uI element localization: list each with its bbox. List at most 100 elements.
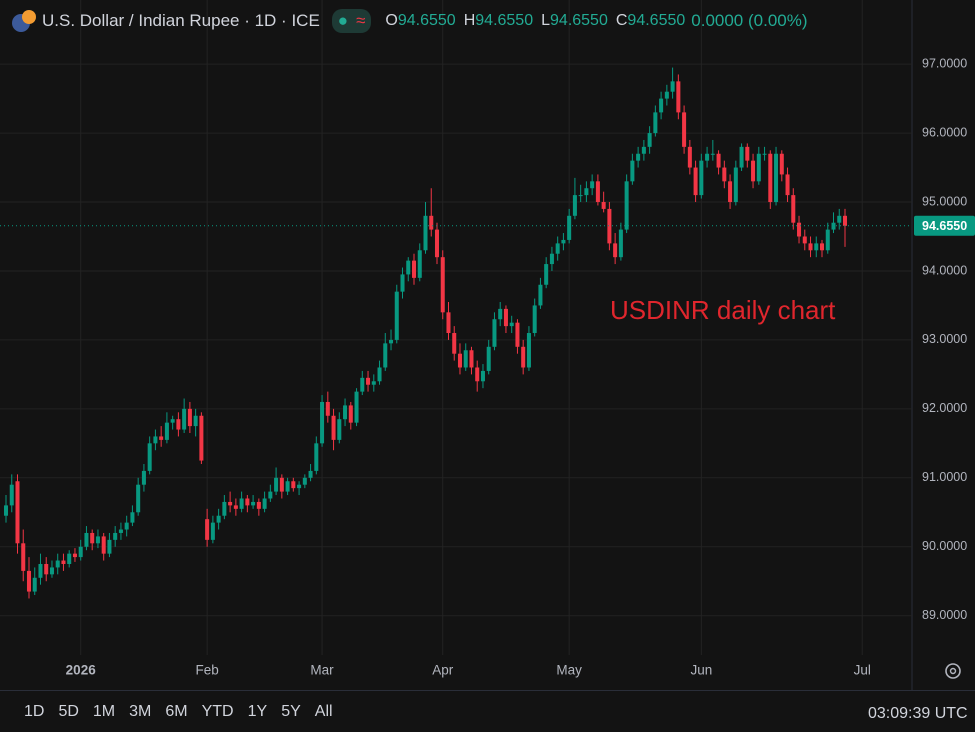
candle-body <box>549 253 554 265</box>
candle-body <box>774 153 779 203</box>
candle-body <box>434 229 440 258</box>
candle-body <box>572 195 577 216</box>
x-tick-label: May <box>556 663 582 678</box>
y-tick-label: 90.0000 <box>922 539 967 553</box>
stat: O94.6550 <box>385 12 455 30</box>
x-tick-label: 2026 <box>66 663 97 678</box>
clock[interactable]: 03:09:39 UTC <box>868 705 968 722</box>
y-tick-label: 97.0000 <box>922 56 967 70</box>
candle-body <box>837 215 842 223</box>
candle-body <box>503 308 508 327</box>
candle-body <box>457 353 462 368</box>
candle-body <box>509 322 514 327</box>
candle-body <box>176 419 181 430</box>
range-button[interactable]: All <box>314 703 333 720</box>
candle-body <box>291 481 296 489</box>
bottom-toolbar: 1D 5D 1M 3M 6M YTD 1Y 5Y All 03:09:39 UTC <box>0 690 975 732</box>
candle-body <box>756 153 761 182</box>
candle-body <box>164 422 169 440</box>
candle-body <box>314 443 319 471</box>
candle-body <box>130 512 135 523</box>
range-button[interactable]: YTD <box>201 703 234 720</box>
candle-body <box>38 563 43 578</box>
candle-body <box>526 333 531 368</box>
settings-icon[interactable] <box>945 663 961 679</box>
candle-body <box>394 291 399 340</box>
candle-body <box>446 312 451 334</box>
y-tick-label: 94.0000 <box>922 263 967 277</box>
stat: C94.6550 <box>616 12 685 30</box>
candle-body <box>383 343 388 368</box>
candle-body <box>239 498 244 509</box>
candle-body <box>210 522 215 540</box>
candle-body <box>124 522 129 530</box>
range-button[interactable]: 5D <box>58 703 79 720</box>
x-tick-label: Jun <box>690 663 712 678</box>
x-tick-label: Jul <box>854 663 871 678</box>
candle-body <box>498 308 503 320</box>
symbol-title[interactable]: U.S. Dollar / Indian Rupee · 1D · ICE <box>42 11 320 30</box>
symbol-logo <box>12 10 36 32</box>
candle-body <box>791 195 796 223</box>
candle-body <box>555 243 560 254</box>
candle-body <box>199 415 204 461</box>
candle-body <box>44 563 49 575</box>
candle-body <box>682 112 687 147</box>
candle-body <box>78 546 83 558</box>
range-buttons: 1D 5D 1M 3M 6M YTD 1Y 5Y All <box>24 703 333 721</box>
candle-body <box>256 501 261 509</box>
candle-body <box>722 167 727 182</box>
stat-value: 94.6550 <box>550 12 608 29</box>
candle-body <box>61 560 66 564</box>
candle-body <box>233 505 238 509</box>
candle-body <box>515 322 520 347</box>
candle-body <box>590 181 595 189</box>
candle-body <box>222 501 227 516</box>
candle-body <box>366 377 371 385</box>
candle-body <box>377 367 382 382</box>
candle-body <box>636 153 641 161</box>
candle-body <box>733 167 738 203</box>
candle-body <box>107 539 112 554</box>
candle-body <box>406 260 411 275</box>
candle-body <box>55 560 60 568</box>
candle-body <box>486 346 491 371</box>
candle-body <box>584 188 589 196</box>
candle-body <box>49 567 54 575</box>
candle-body <box>90 532 95 544</box>
stat-label: C <box>615 12 628 29</box>
candle-body <box>297 484 302 489</box>
candle-body <box>400 274 405 292</box>
candle-body <box>205 519 210 540</box>
range-button[interactable]: 1Y <box>247 703 268 720</box>
candle-body <box>21 543 26 571</box>
candle-body <box>601 202 606 209</box>
candle-body <box>389 339 394 344</box>
candle-body <box>331 415 336 440</box>
range-button[interactable]: 5Y <box>281 703 301 720</box>
annotation: USDINR daily chart <box>610 295 836 325</box>
stat-label: O <box>385 12 398 29</box>
range-button[interactable]: 1M <box>92 703 116 720</box>
candle-body <box>664 91 669 99</box>
stat-value: 94.6550 <box>397 12 456 29</box>
ohlc-stats: O94.6550 H94.6550 L94.6550 C94.6550 <box>385 12 685 30</box>
range-button[interactable]: 1D <box>24 703 45 720</box>
candle-body <box>842 215 848 226</box>
stat: H94.6550 <box>464 12 533 30</box>
range-button[interactable]: 6M <box>165 703 188 720</box>
status-pill[interactable]: ● ≈ <box>331 9 372 33</box>
candle-body <box>475 367 480 382</box>
candle-body <box>728 181 733 203</box>
candle-body <box>693 167 698 196</box>
candle-body <box>245 498 250 506</box>
chart: 89.0000 90.0000 91.0000 92.0000 93.0000 94.00… <box>0 0 975 690</box>
candle-body <box>251 501 256 506</box>
candle-body <box>268 491 273 499</box>
candle-body <box>285 481 290 492</box>
range-button[interactable]: 3M <box>129 703 152 720</box>
candle-body <box>578 195 583 197</box>
candle-body <box>337 419 342 440</box>
candle-body <box>647 133 652 147</box>
candle-body <box>141 470 146 485</box>
